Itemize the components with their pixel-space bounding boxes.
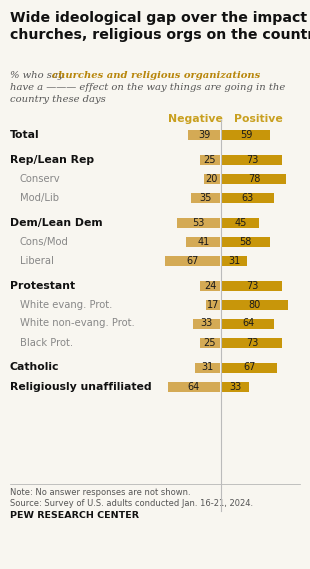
Text: 24: 24 [204,281,216,291]
Bar [193,319,220,328]
Text: Rep/Lean Rep: Rep/Lean Rep [10,155,94,164]
Text: 20: 20 [206,174,218,183]
Text: White evang. Prot.: White evang. Prot. [20,299,112,310]
Text: 73: 73 [246,281,258,291]
Text: Cons/Mod: Cons/Mod [20,237,69,246]
Bar [222,381,249,391]
Bar [222,337,282,348]
Text: Positive: Positive [234,114,282,124]
Bar [188,130,220,139]
Bar [200,281,220,291]
Bar [222,362,277,373]
Bar [222,192,274,203]
Text: 33: 33 [200,319,213,328]
Text: country these days: country these days [10,95,106,104]
Bar [222,155,282,164]
Bar [200,155,220,164]
Text: Black Prot.: Black Prot. [20,337,73,348]
Text: 80: 80 [249,299,261,310]
Bar [186,237,220,246]
Bar [222,174,286,183]
Text: 45: 45 [234,217,247,228]
Bar [222,281,282,291]
Text: Wide ideological gap over the impact of
churches, religious orgs on the country: Wide ideological gap over the impact of … [10,11,310,42]
Text: PEW RESEARCH CENTER: PEW RESEARCH CENTER [10,511,139,520]
Text: Source: Survey of U.S. adults conducted Jan. 16-21, 2024.: Source: Survey of U.S. adults conducted … [10,499,253,508]
Text: Mod/Lib: Mod/Lib [20,192,59,203]
Text: 73: 73 [246,155,258,164]
Text: Liberal: Liberal [20,255,54,266]
Text: 39: 39 [198,130,210,139]
Bar [222,237,270,246]
Text: Total: Total [10,130,40,139]
Text: 35: 35 [199,192,212,203]
Text: 63: 63 [242,192,254,203]
Bar [191,192,220,203]
Bar [222,130,270,139]
Text: 67: 67 [243,362,256,373]
Bar [222,319,274,328]
Text: 58: 58 [240,237,252,246]
Text: 25: 25 [203,337,216,348]
Bar [200,337,220,348]
Text: 25: 25 [203,155,216,164]
Text: 64: 64 [188,381,200,391]
Text: 73: 73 [246,337,258,348]
Text: 67: 67 [186,255,199,266]
Text: 31: 31 [201,362,213,373]
Text: Negative: Negative [168,114,223,124]
Bar [222,299,288,310]
Text: have a ——— effect on the way things are going in the: have a ——— effect on the way things are … [10,83,285,92]
Text: churches and religious organizations: churches and religious organizations [52,71,260,80]
Text: 53: 53 [192,217,205,228]
Text: 33: 33 [229,381,242,391]
Text: 59: 59 [240,130,252,139]
Bar [204,174,220,183]
Text: 31: 31 [228,255,241,266]
Text: Dem/Lean Dem: Dem/Lean Dem [10,217,103,228]
Text: 17: 17 [207,299,219,310]
Bar [195,362,220,373]
Text: White non-evang. Prot.: White non-evang. Prot. [20,319,135,328]
Text: Catholic: Catholic [10,362,60,373]
Text: Conserv: Conserv [20,174,61,183]
Bar [206,299,220,310]
Bar [167,381,220,391]
Text: 41: 41 [197,237,209,246]
Text: % who say: % who say [10,71,67,80]
Text: Protestant: Protestant [10,281,75,291]
Text: Religiously unaffiliated: Religiously unaffiliated [10,381,152,391]
Bar [165,255,220,266]
Bar [222,217,259,228]
Text: Note: No answer responses are not shown.: Note: No answer responses are not shown. [10,488,191,497]
Bar [222,255,247,266]
Bar [176,217,220,228]
Text: 78: 78 [248,174,260,183]
Text: 64: 64 [242,319,255,328]
